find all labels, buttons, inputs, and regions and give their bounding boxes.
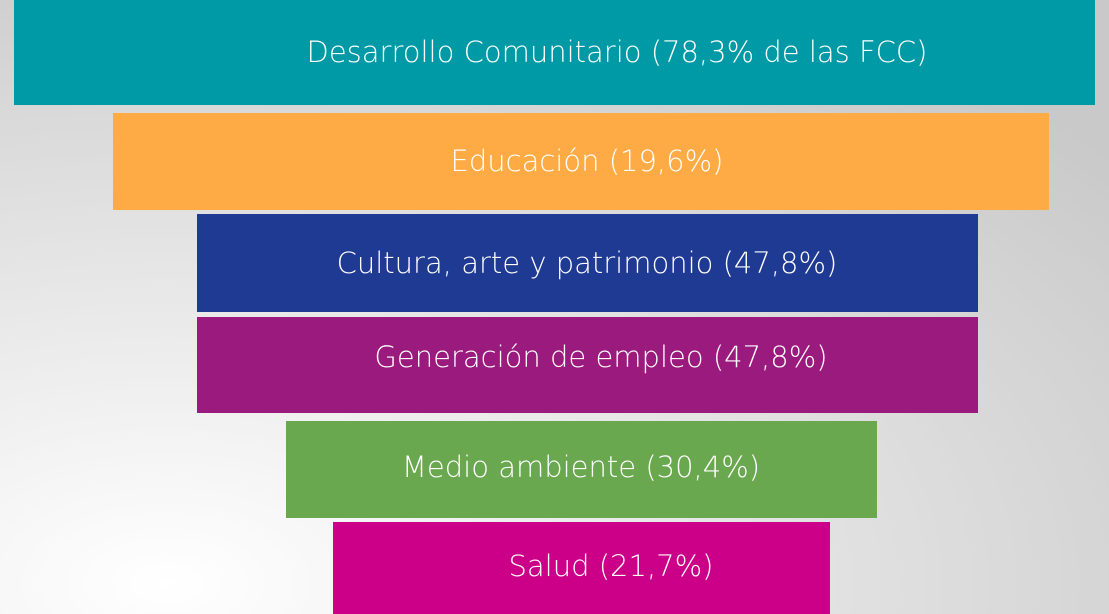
level-label: Salud (21,7%) [509,549,714,583]
level-bar [333,522,830,614]
level-label: Generación de empleo (47,8%) [374,340,827,374]
level-label: Medio ambiente (30,4%) [402,450,760,484]
level-label: Cultura, arte y patrimonio (47,8%) [337,246,838,280]
level-bar [197,214,978,312]
level-label: Desarrollo Comunitario (78,3% de las FCC… [307,35,928,69]
level-bar [286,421,877,518]
level-label: Educación (19,6%) [451,144,724,178]
level-bar [197,317,978,413]
level-bar [14,0,1095,105]
level-bar [113,113,1049,210]
